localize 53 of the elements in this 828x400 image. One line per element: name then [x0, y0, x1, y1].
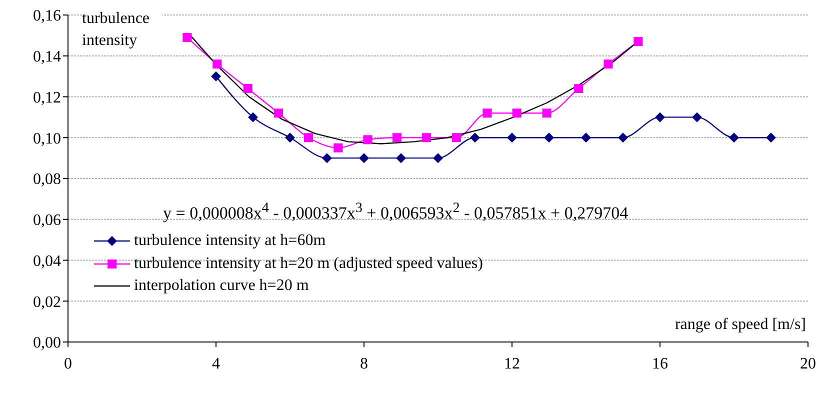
- x-tick-label: 20: [800, 355, 816, 372]
- y-tick-label: 0,12: [33, 89, 61, 106]
- point: [470, 132, 480, 143]
- point: [211, 71, 221, 82]
- point: [766, 132, 776, 143]
- point: [322, 153, 332, 164]
- legend-label: turbulence intensity at h=60m: [134, 232, 326, 250]
- point: [433, 153, 443, 164]
- x-tick-label: 0: [64, 355, 72, 372]
- point: [422, 133, 432, 142]
- x-tick-label: 12: [504, 355, 520, 372]
- x-tick-label: 8: [360, 355, 368, 372]
- point: [512, 108, 522, 118]
- point: [212, 60, 222, 69]
- annotation: y = 0,000008x$^{4}$ - 0,000337x$^{3}$ + 0,006593x$^{2}$ - 0,057851x + 0,279704: [163, 200, 628, 224]
- x-tick-label: 4: [212, 355, 220, 372]
- point: [274, 108, 284, 118]
- y-tick-label: 0,04: [33, 252, 61, 270]
- y-tick-label: 0,16: [33, 8, 61, 25]
- y-axis-title: turbulence intensity: [82, 8, 162, 52]
- x-tick-label: 16: [652, 355, 668, 372]
- x-axis-title: range of speed [m/s]: [674, 316, 806, 334]
- point: [618, 132, 628, 143]
- y-tick-label: 0,02: [33, 294, 61, 311]
- point: [507, 132, 517, 143]
- point: [729, 132, 739, 143]
- point: [359, 153, 369, 164]
- point: [544, 132, 554, 143]
- y-tick-label: 0,14: [33, 48, 61, 66]
- point: [692, 112, 702, 122]
- point: [363, 135, 372, 144]
- point: [243, 84, 252, 94]
- point: [542, 108, 552, 118]
- y-tick-label: 0,08: [33, 171, 61, 188]
- point: [334, 143, 343, 152]
- point: [396, 153, 406, 164]
- point: [604, 60, 613, 69]
- point: [285, 132, 295, 143]
- legend-label: interpolation curve h=20 m: [134, 277, 309, 296]
- point: [452, 133, 461, 142]
- y-tick-label: 0,10: [33, 130, 61, 148]
- point: [574, 84, 584, 94]
- point: [581, 132, 591, 143]
- y-tick-label: 0,00: [33, 334, 61, 352]
- point: [482, 108, 492, 118]
- y-tick-label: 0,06: [33, 212, 61, 230]
- point: [634, 37, 643, 46]
- point: [304, 133, 313, 142]
- point: [655, 112, 665, 122]
- legend-label: turbulence intensity at h=20 m (adjusted speed values): [134, 254, 483, 273]
- point: [248, 112, 258, 122]
- point: [392, 133, 402, 142]
- point: [182, 32, 192, 42]
